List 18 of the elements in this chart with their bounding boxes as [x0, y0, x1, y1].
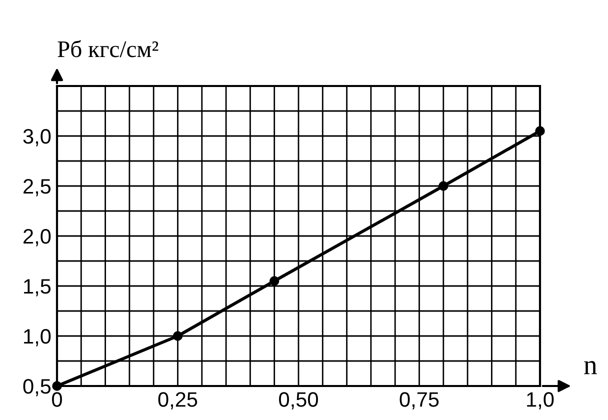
x-tick-label: 0,25	[158, 392, 198, 410]
y-tick-label: 3,0	[23, 129, 51, 146]
x-tick-label: 0	[52, 392, 62, 407]
y-tick-label: 2,0	[24, 229, 51, 246]
x-tick-label: 0,50	[279, 392, 318, 410]
y-tick-label: 1,5	[24, 279, 51, 296]
y-tick-label: 2,5	[24, 179, 51, 196]
x-tick-label: 0,75	[400, 392, 439, 410]
point	[172, 331, 183, 341]
x-tick-label: 1,0	[527, 392, 554, 410]
x-axis-title: n	[584, 360, 597, 374]
y-axis-title: Рб кгс/см²	[58, 40, 158, 58]
y-tick-label: 1,0	[24, 329, 51, 346]
point	[269, 276, 280, 286]
point	[535, 126, 545, 136]
y-tick-label: 0,5	[23, 379, 51, 396]
point	[52, 381, 62, 391]
point	[438, 181, 448, 191]
